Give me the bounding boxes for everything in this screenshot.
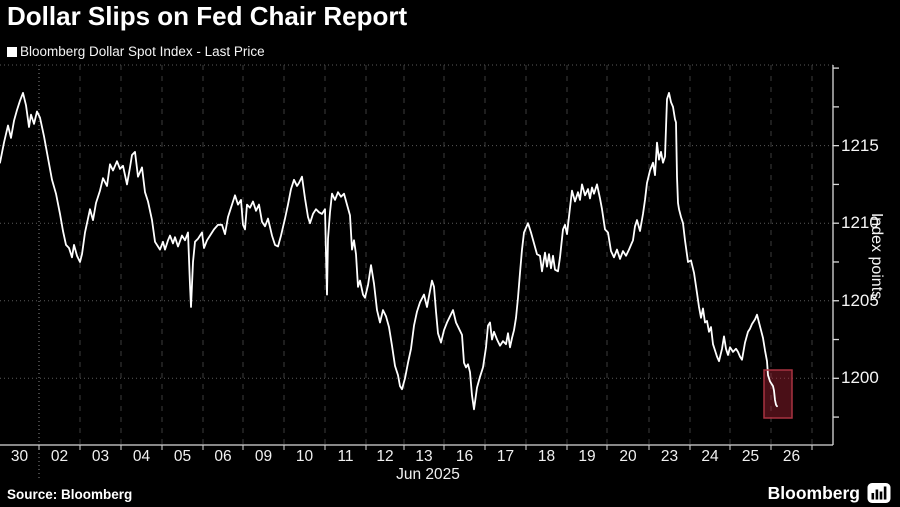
bloomberg-wordmark: Bloomberg (767, 482, 860, 503)
x-tick-label: 16 (455, 448, 474, 465)
x-tick-label: 05 (173, 448, 192, 465)
price-line (0, 92, 778, 411)
x-tick-label: 26 (782, 448, 801, 465)
x-tick-label: 19 (578, 448, 596, 465)
x-tick-label: 20 (619, 448, 637, 465)
y-tick-label: 1215 (841, 135, 879, 155)
x-tick-label: 23 (660, 448, 679, 465)
y-axis-unit-label: Index points (868, 212, 885, 300)
x-tick-label: 09 (254, 448, 273, 465)
chart-title: Dollar Slips on Fed Chair Report (7, 1, 408, 31)
x-tick-label: 03 (91, 448, 110, 465)
bloomberg-terminal-icon (867, 483, 891, 503)
highlight-box-border (763, 369, 793, 419)
x-tick-label: 12 (376, 448, 394, 465)
x-axis-month-label: Jun 2025 (396, 466, 460, 483)
y-tick-label: 1210 (841, 213, 879, 233)
x-tick-label: 04 (132, 448, 151, 465)
legend-label: Bloomberg Dollar Spot Index - Last Price (20, 44, 265, 59)
x-tick-label: 30 (10, 448, 29, 465)
bloomberg-brand: Bloomberg (768, 482, 891, 504)
x-tick-label: 18 (537, 448, 556, 465)
x-tick-label: 25 (741, 448, 760, 465)
x-tick-label: 10 (295, 448, 314, 465)
y-tick-label: 1200 (841, 368, 879, 388)
x-tick-label: 13 (415, 448, 433, 465)
source-label: Source: Bloomberg (7, 487, 133, 502)
x-tick-label: 11 (337, 448, 354, 465)
y-tick-label: 1205 (841, 290, 879, 310)
x-tick-label: 02 (50, 448, 69, 465)
x-tick-label: 24 (701, 448, 719, 465)
x-tick-label: 06 (214, 448, 232, 465)
legend: Bloomberg Dollar Spot Index - Last Price (7, 44, 265, 59)
x-tick-label: 17 (496, 448, 515, 465)
legend-square-marker-icon (7, 46, 17, 57)
